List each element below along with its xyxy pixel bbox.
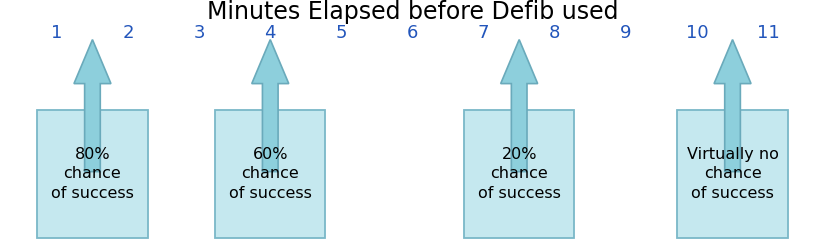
Text: 1: 1 bbox=[51, 24, 63, 42]
FancyBboxPatch shape bbox=[464, 110, 574, 238]
Text: 3: 3 bbox=[193, 24, 205, 42]
Text: 10: 10 bbox=[686, 24, 709, 42]
Polygon shape bbox=[74, 40, 111, 172]
Text: Minutes Elapsed before Defib used: Minutes Elapsed before Defib used bbox=[207, 0, 618, 24]
Text: 7: 7 bbox=[478, 24, 489, 42]
Text: 11: 11 bbox=[757, 24, 780, 42]
Polygon shape bbox=[714, 40, 751, 172]
Text: 9: 9 bbox=[620, 24, 632, 42]
Text: Virtually no
chance
of success: Virtually no chance of success bbox=[686, 147, 779, 201]
Polygon shape bbox=[252, 40, 289, 172]
Text: 2: 2 bbox=[122, 24, 134, 42]
Text: 60%
chance
of success: 60% chance of success bbox=[229, 147, 312, 201]
Text: 20%
chance
of success: 20% chance of success bbox=[478, 147, 561, 201]
Text: 5: 5 bbox=[336, 24, 347, 42]
FancyBboxPatch shape bbox=[677, 110, 788, 238]
FancyBboxPatch shape bbox=[37, 110, 148, 238]
FancyBboxPatch shape bbox=[215, 110, 325, 238]
Text: 80%
chance
of success: 80% chance of success bbox=[51, 147, 134, 201]
Polygon shape bbox=[501, 40, 538, 172]
Text: 4: 4 bbox=[265, 24, 276, 42]
Text: 6: 6 bbox=[407, 24, 418, 42]
Text: 8: 8 bbox=[549, 24, 560, 42]
